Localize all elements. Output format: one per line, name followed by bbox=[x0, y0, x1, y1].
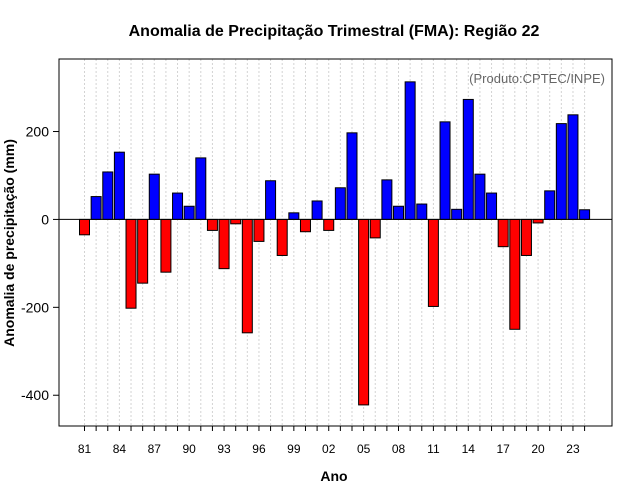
x-tick-label: 14 bbox=[462, 442, 476, 456]
bar-1995 bbox=[241, 218, 253, 334]
bars bbox=[79, 81, 591, 406]
bar-1992 bbox=[206, 218, 218, 231]
bar-1982 bbox=[90, 196, 102, 220]
bar-2013 bbox=[451, 208, 463, 220]
x-tick-label: 81 bbox=[78, 442, 92, 456]
chart-title: Anomalia de Precipitação Trimestral (FMA… bbox=[129, 23, 540, 40]
x-tick-label: 84 bbox=[113, 442, 127, 456]
bar-2005 bbox=[358, 218, 370, 406]
grid-lines bbox=[84, 59, 586, 426]
bar-2014 bbox=[462, 98, 474, 220]
bar-2004 bbox=[346, 132, 358, 220]
bar-1990 bbox=[183, 205, 195, 220]
bar-2022 bbox=[555, 123, 567, 220]
bar-1988 bbox=[160, 218, 172, 273]
bar-2019 bbox=[520, 218, 532, 256]
x-tick-label: 17 bbox=[497, 442, 511, 456]
bar-2010 bbox=[416, 203, 428, 220]
x-tick-label: 99 bbox=[287, 442, 301, 456]
bar-1991 bbox=[195, 157, 207, 220]
x-tick-label: 96 bbox=[252, 442, 266, 456]
bar-1985 bbox=[125, 218, 137, 309]
bar-1983 bbox=[102, 171, 114, 220]
x-tick-label: 20 bbox=[531, 442, 545, 456]
bar-2000 bbox=[299, 218, 311, 233]
x-tick-label: 05 bbox=[357, 442, 371, 456]
bar-2009 bbox=[404, 81, 416, 220]
bar-2008 bbox=[393, 205, 405, 220]
product-credit: (Produto:CPTEC/INPE) bbox=[469, 71, 605, 86]
bar-1986 bbox=[137, 218, 149, 284]
x-axis-label: Ano bbox=[320, 468, 347, 484]
plot-frame bbox=[58, 58, 613, 427]
bar-2012 bbox=[439, 121, 451, 220]
bar-2003 bbox=[334, 187, 346, 220]
bar-1996 bbox=[253, 218, 265, 242]
bar-1998 bbox=[276, 218, 288, 256]
bar-2015 bbox=[474, 173, 486, 220]
bar-1997 bbox=[265, 180, 277, 220]
bar-2016 bbox=[486, 192, 498, 220]
bar-2017 bbox=[497, 218, 509, 248]
x-tick-label: 23 bbox=[566, 442, 580, 456]
bar-1981 bbox=[79, 218, 90, 236]
x-tick-label: 02 bbox=[322, 442, 336, 456]
bar-2021 bbox=[544, 190, 556, 220]
bar-2024 bbox=[579, 209, 591, 220]
x-axis: 81 84 87 90 93 96 99 02 05 08 11 14 17 20 23 bbox=[78, 426, 586, 456]
bar-1987 bbox=[148, 173, 160, 220]
x-tick-label: 90 bbox=[182, 442, 196, 456]
y-tick-label: -200 bbox=[21, 299, 49, 315]
bar-2023 bbox=[567, 114, 579, 220]
bar-2006 bbox=[369, 218, 381, 239]
bar-1993 bbox=[218, 218, 230, 270]
y-tick-label: 200 bbox=[26, 124, 50, 140]
x-tick-label: 93 bbox=[217, 442, 231, 456]
y-tick-label: 0 bbox=[41, 211, 49, 227]
bar-1994 bbox=[230, 218, 242, 225]
x-tick-label: 87 bbox=[148, 442, 162, 456]
bar-2011 bbox=[427, 218, 439, 307]
bar-1984 bbox=[113, 151, 125, 220]
bar-2020 bbox=[532, 218, 544, 224]
y-axis-label: Anomalia de precipitação (mm) bbox=[1, 139, 17, 347]
x-tick-label: 11 bbox=[427, 442, 440, 456]
y-tick-label: -400 bbox=[21, 387, 49, 403]
bar-2018 bbox=[509, 218, 521, 330]
bar-2007 bbox=[381, 179, 393, 220]
bar-2002 bbox=[323, 218, 335, 231]
bar-1989 bbox=[172, 192, 184, 220]
bar-2001 bbox=[311, 200, 323, 220]
y-axis: -400 -200 0 200 bbox=[21, 124, 59, 403]
bar-1999 bbox=[288, 212, 300, 220]
x-tick-label: 08 bbox=[392, 442, 406, 456]
